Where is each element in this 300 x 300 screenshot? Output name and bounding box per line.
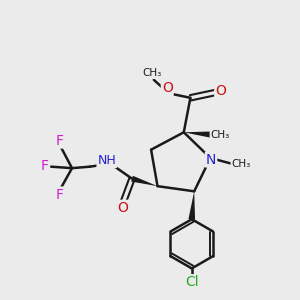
Text: N: N (206, 152, 216, 167)
Text: F: F (56, 134, 64, 148)
Polygon shape (184, 131, 213, 138)
Polygon shape (188, 191, 195, 220)
Text: CH₃: CH₃ (211, 130, 230, 140)
Polygon shape (131, 176, 158, 186)
Text: F: F (41, 159, 49, 173)
Text: CH₃: CH₃ (143, 68, 162, 78)
Text: NH: NH (98, 154, 116, 167)
Text: O: O (118, 201, 128, 215)
Text: O: O (162, 81, 173, 95)
Text: F: F (56, 188, 64, 202)
Text: O: O (215, 84, 226, 98)
Text: CH₃: CH₃ (231, 159, 250, 169)
Text: Cl: Cl (185, 275, 199, 289)
